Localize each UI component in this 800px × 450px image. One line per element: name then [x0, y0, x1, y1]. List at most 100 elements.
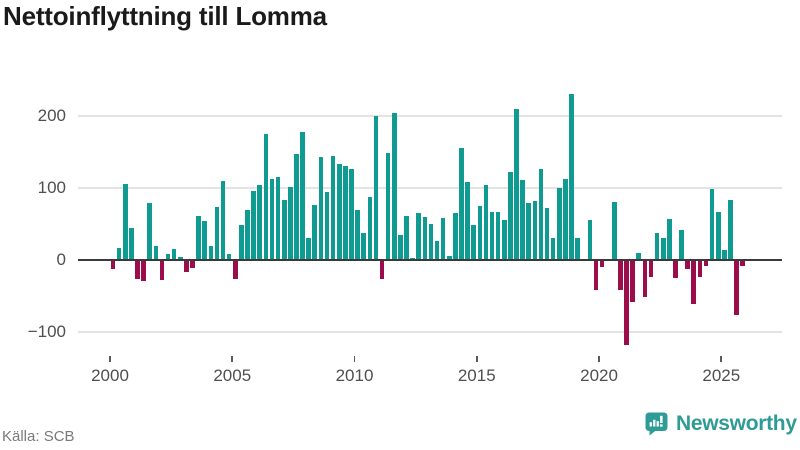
bar-positive: [422, 216, 428, 260]
bar-positive: [367, 197, 373, 260]
bar-positive: [404, 216, 409, 260]
bar-negative: [159, 260, 165, 281]
bar-positive: [709, 189, 715, 260]
bar-positive: [269, 179, 275, 260]
bar-positive: [508, 172, 513, 260]
bar-negative: [379, 260, 385, 280]
bar-positive: [636, 252, 642, 260]
bar-negative: [703, 260, 709, 266]
bar-positive: [153, 245, 159, 260]
source-note: Källa: SCB: [2, 428, 75, 445]
bar-positive: [654, 232, 660, 260]
bar-positive: [722, 249, 727, 260]
bar-positive: [495, 211, 501, 260]
bar-positive: [306, 238, 311, 260]
bar-positive: [612, 201, 617, 260]
bar-positive: [324, 191, 330, 260]
bar-negative: [697, 260, 703, 277]
bar-positive: [398, 234, 403, 260]
bar-negative: [190, 260, 195, 268]
bar-negative: [642, 260, 648, 298]
bar-positive: [165, 253, 171, 260]
bar-negative: [673, 260, 678, 278]
y-axis-label: 200: [37, 106, 66, 125]
bar-positive: [587, 220, 593, 260]
bar-positive: [416, 213, 421, 260]
bar-positive: [728, 200, 733, 260]
y-axis-label: −100: [27, 322, 66, 341]
bar-positive: [147, 203, 153, 260]
newsworthy-logo: Newsworthy: [645, 410, 797, 438]
y-axis-label: 0: [56, 250, 66, 269]
bar-positive: [288, 187, 293, 260]
bar-positive: [483, 185, 489, 260]
bar-negative: [135, 260, 140, 280]
x-axis-tick: [109, 356, 111, 362]
bar-positive: [391, 113, 397, 260]
bar-positive: [361, 232, 366, 260]
bar-positive: [667, 218, 672, 260]
bar-positive: [355, 209, 360, 260]
bar-positive: [526, 203, 532, 260]
bar-positive: [349, 169, 354, 260]
bar-positive: [550, 237, 556, 260]
newsworthy-bubble-chart-icon: [645, 412, 668, 436]
bar-negative: [233, 260, 238, 280]
bar-positive: [428, 224, 434, 260]
y-axis-label: 100: [37, 178, 66, 197]
bar-negative: [630, 260, 635, 302]
x-axis-tick: [475, 356, 478, 362]
x-axis-tick: [353, 356, 356, 362]
bar-negative: [734, 260, 739, 315]
x-axis-label: 2005: [213, 366, 252, 385]
bar-positive: [557, 188, 562, 260]
bar-positive: [532, 200, 538, 260]
bar-positive: [575, 238, 580, 260]
bar-positive: [208, 246, 214, 260]
bar-positive: [373, 116, 379, 260]
bar-positive: [226, 254, 232, 260]
x-axis-tick: [720, 356, 723, 362]
bar-positive: [544, 208, 550, 260]
bar-negative: [599, 260, 605, 268]
bar-positive: [202, 221, 208, 260]
bar-positive: [440, 218, 446, 260]
bar-positive: [434, 241, 440, 260]
bar-positive: [275, 177, 281, 260]
bar-positive: [453, 213, 458, 260]
bar-positive: [251, 190, 256, 260]
bar-positive: [538, 169, 544, 260]
bar-negative: [618, 260, 623, 290]
bar-positive: [196, 216, 201, 260]
bar-positive: [300, 131, 305, 260]
bar-negative: [141, 260, 146, 281]
bar-positive: [116, 248, 122, 260]
chart-title: Nettoinflyttning till Lomma: [3, 1, 327, 31]
bar-positive: [471, 224, 476, 260]
bar-positive: [220, 180, 226, 260]
bar-positive: [239, 224, 244, 260]
bar-positive: [318, 157, 324, 260]
bar-positive: [459, 148, 464, 260]
x-axis-label: 2015: [457, 366, 496, 385]
bar-positive: [514, 108, 519, 260]
bar-positive: [385, 153, 391, 260]
gridline-100: [78, 187, 782, 189]
x-axis-label: 2020: [580, 366, 618, 385]
bar-negative: [110, 260, 116, 269]
bar-positive: [257, 185, 263, 260]
bar-positive: [563, 179, 568, 260]
bar-positive: [489, 212, 495, 260]
bar-positive: [660, 238, 666, 260]
bar-positive: [501, 220, 507, 260]
bar-positive: [465, 182, 470, 260]
bar-negative: [593, 260, 599, 291]
bar-negative: [624, 260, 629, 345]
bar-positive: [178, 257, 183, 260]
bar-positive: [520, 180, 525, 260]
bar-positive: [281, 199, 287, 260]
bar-positive: [330, 156, 336, 260]
bar-positive: [679, 230, 684, 260]
bar-positive: [715, 212, 721, 260]
